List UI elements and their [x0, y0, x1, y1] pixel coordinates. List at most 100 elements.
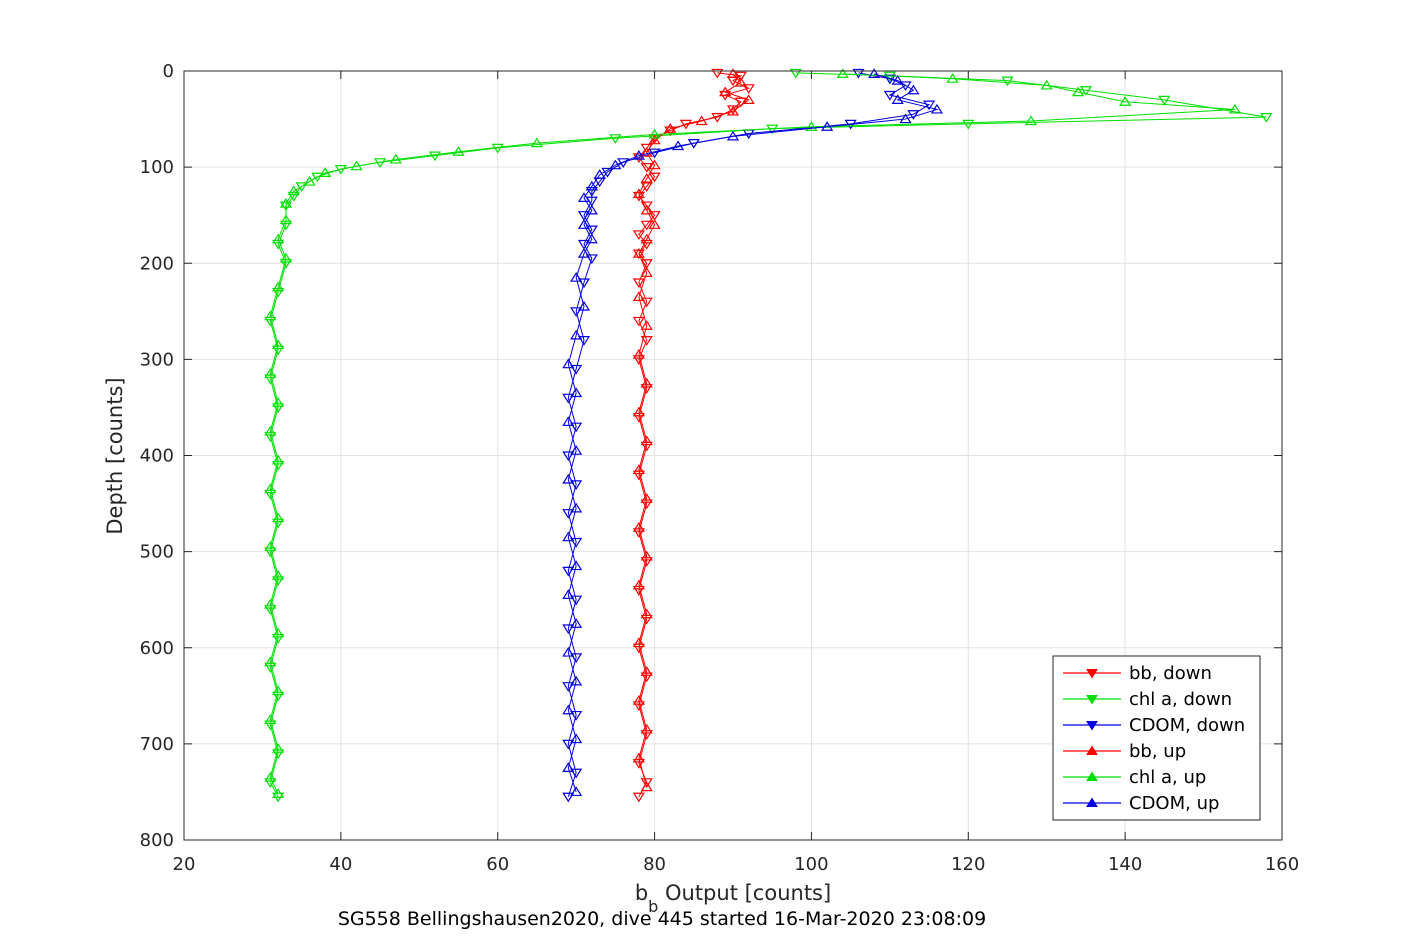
data-point — [946, 73, 959, 83]
data-point — [562, 531, 575, 542]
data-point — [570, 710, 583, 721]
data-point — [632, 316, 645, 327]
data-point — [632, 792, 645, 803]
data-point — [272, 570, 285, 580]
data-point — [640, 297, 653, 308]
data-point — [562, 682, 575, 692]
y-tick-label: 200 — [140, 253, 174, 274]
data-point — [570, 272, 583, 282]
data-point — [295, 182, 308, 192]
data-point — [1260, 113, 1273, 123]
data-point — [570, 595, 583, 606]
data-point — [287, 191, 300, 202]
data-point — [562, 762, 575, 773]
data-point — [279, 198, 293, 208]
legend-label: CDOM, up — [1129, 793, 1219, 814]
data-point — [648, 211, 661, 221]
x-tick-label: 60 — [486, 854, 509, 875]
data-point — [570, 653, 583, 663]
data-point — [632, 291, 645, 301]
data-point — [821, 121, 834, 131]
data-point — [632, 406, 645, 417]
data-point — [962, 119, 975, 130]
data-point — [648, 219, 661, 229]
data-point — [562, 473, 575, 484]
data-point — [640, 608, 653, 619]
data-point — [570, 537, 583, 548]
data-point — [428, 151, 442, 162]
data-point — [852, 68, 865, 79]
data-point — [570, 768, 583, 779]
data-point — [562, 792, 575, 803]
data-point — [734, 71, 747, 82]
data-point — [883, 90, 896, 101]
data-point — [272, 627, 285, 638]
data-point — [585, 204, 598, 215]
data-point — [570, 364, 583, 375]
chart-caption: SG558 Bellingshausen2020, dive 445 start… — [338, 908, 986, 930]
data-point — [279, 252, 293, 263]
data-point — [632, 248, 645, 258]
data-point — [570, 786, 583, 797]
legend-label: CDOM, down — [1129, 715, 1245, 736]
data-point — [868, 68, 881, 78]
data-point — [570, 675, 583, 686]
data-point — [1072, 86, 1085, 97]
data-point — [632, 464, 645, 475]
data-point — [640, 336, 653, 346]
data-point — [609, 159, 622, 170]
data-point — [891, 74, 904, 85]
data-point — [562, 416, 575, 426]
legend-label: chl a, up — [1129, 767, 1206, 788]
data-point — [562, 646, 575, 657]
data-point — [279, 214, 293, 225]
data-point — [648, 159, 661, 170]
data-point — [570, 387, 583, 398]
data-point — [672, 140, 685, 151]
data-point — [648, 148, 661, 159]
data-point — [272, 685, 285, 696]
data-point — [640, 259, 653, 269]
series-line — [269, 73, 1235, 795]
data-point — [272, 281, 285, 292]
data-point — [907, 110, 920, 120]
data-point — [1024, 115, 1038, 126]
legend-box — [1052, 655, 1261, 821]
data-point — [264, 541, 277, 551]
data-point — [734, 76, 747, 87]
y-tick-label: 600 — [140, 638, 174, 659]
data-point — [272, 743, 285, 753]
data-point — [734, 97, 747, 108]
data-point — [742, 84, 755, 94]
data-point — [570, 733, 583, 744]
data-point — [640, 320, 653, 330]
data-point — [585, 225, 598, 236]
legend-entry: CDOM, up — [1063, 793, 1219, 814]
data-point — [491, 143, 504, 154]
data-point — [726, 130, 740, 141]
data-point — [805, 121, 818, 131]
data-point — [264, 598, 277, 609]
data-point — [279, 201, 293, 212]
data-point — [562, 509, 575, 519]
data-point — [562, 393, 575, 404]
data-point — [264, 425, 277, 436]
x-axis-label-rest: Output [counts] — [658, 881, 831, 905]
data-point — [640, 666, 653, 676]
data-point — [562, 589, 575, 599]
data-point — [389, 153, 402, 164]
data-point — [632, 637, 645, 648]
data-point — [562, 566, 575, 577]
legend-label: bb, up — [1129, 741, 1186, 762]
legend-marker — [1086, 745, 1098, 755]
data-point — [922, 100, 936, 111]
data-point — [632, 752, 645, 763]
data-point — [570, 560, 583, 571]
data-point — [640, 781, 653, 792]
series-line — [567, 73, 939, 793]
data-point — [264, 714, 277, 724]
data-point — [264, 656, 277, 667]
data-point — [632, 230, 645, 241]
x-axis-label-subscript: b — [648, 897, 658, 916]
data-point — [1001, 76, 1014, 87]
